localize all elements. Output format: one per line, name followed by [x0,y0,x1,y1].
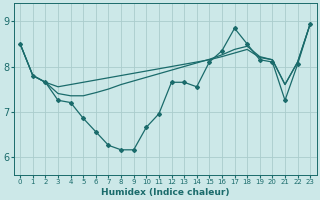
X-axis label: Humidex (Indice chaleur): Humidex (Indice chaleur) [101,188,229,197]
